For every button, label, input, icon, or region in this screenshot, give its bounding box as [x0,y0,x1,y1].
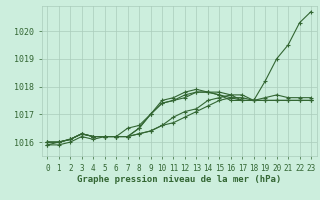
X-axis label: Graphe pression niveau de la mer (hPa): Graphe pression niveau de la mer (hPa) [77,175,281,184]
